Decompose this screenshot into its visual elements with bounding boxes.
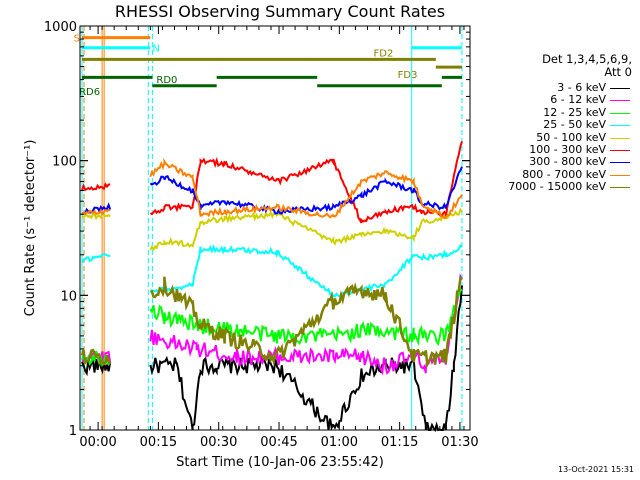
- legend-swatch: [610, 125, 630, 127]
- x-tick-label: 01:30: [441, 435, 478, 450]
- legend-entry-label: 7000 - 15000 keV: [508, 180, 606, 194]
- legend-swatch: [610, 174, 630, 176]
- x-tick-label: 00:45: [260, 435, 297, 450]
- x-tick-label: 01:15: [381, 435, 418, 450]
- legend-attenuator-line: Att 0: [604, 65, 632, 79]
- legend-entry: 6 - 12 keV: [484, 93, 636, 107]
- legend-entry-label: 12 - 25 keV: [543, 105, 606, 119]
- legend-swatch: [610, 88, 630, 89]
- legend-entry: 100 - 300 keV: [484, 143, 636, 156]
- series-line-8: [80, 275, 463, 369]
- state-label-RD0: RD0: [156, 75, 177, 86]
- legend-entry-label: 6 - 12 keV: [550, 93, 606, 107]
- legend-swatch: [610, 100, 630, 102]
- legend-entry: 300 - 800 keV: [484, 155, 636, 169]
- legend-entry: 7000 - 15000 keV: [484, 180, 636, 194]
- legend-swatch: [610, 112, 630, 114]
- legend-entry-label: 800 - 7000 keV: [522, 167, 606, 181]
- x-tick-label: 00:15: [140, 435, 177, 450]
- legend-entry: 50 - 100 keV: [484, 130, 636, 144]
- plot-area: S N FD2 FD3 RD0 RD6: [74, 26, 463, 433]
- legend-entry: 12 - 25 keV: [484, 105, 636, 119]
- series-line-3: [81, 243, 463, 298]
- x-axis-label: Start Time (10-Jan-06 23:55:42): [176, 455, 384, 470]
- legend-entry: 25 - 50 keV: [484, 118, 636, 132]
- legend-entry-label: 100 - 300 keV: [529, 143, 606, 156]
- legend-swatch: [610, 137, 630, 139]
- legend-entry-label: 50 - 100 keV: [536, 130, 606, 144]
- legend-entry-label: 25 - 50 keV: [543, 118, 606, 132]
- state-label-S: S: [74, 34, 80, 45]
- legend-entry-label: 3 - 6 keV: [557, 81, 606, 94]
- state-label-FD3: FD3: [398, 70, 418, 81]
- axes: 1 10 100 1000 00:00 00:15 00:30 00:45 01:00 01:15…: [44, 20, 479, 450]
- x-tick-label: 00:00: [79, 435, 116, 450]
- legend-swatch: [610, 162, 630, 164]
- state-label-FD2: FD2: [374, 48, 394, 59]
- legend-swatch: [610, 150, 630, 151]
- plot-frame: [79, 25, 471, 431]
- x-tick-label: 01:00: [321, 435, 358, 450]
- date-stamp: 13-Oct-2021 15:31: [558, 465, 634, 474]
- legend-entry-label: 300 - 800 keV: [529, 155, 606, 169]
- chart-title: RHESSI Observing Summary Count Rates: [115, 2, 445, 21]
- x-tick-label: 00:30: [200, 435, 237, 450]
- y-tick-label: 10: [60, 289, 77, 304]
- legend-entry: 800 - 7000 keV: [484, 167, 636, 181]
- series-line-4: [81, 207, 463, 252]
- y-tick-label: 100: [52, 155, 77, 170]
- state-label-RD6: RD6: [79, 87, 100, 98]
- legend-swatch: [610, 187, 630, 189]
- state-label-N: N: [152, 44, 159, 55]
- series-line-7: [82, 157, 463, 220]
- legend-detector-line: Det 1,3,4,5,6,9,: [542, 52, 632, 66]
- y-axis-label: Count Rate (s⁻¹ detector⁻¹): [23, 140, 38, 317]
- legend-entry: 3 - 6 keV: [484, 81, 636, 94]
- y-tick-label: 1000: [44, 20, 77, 35]
- y-tick-label: 1: [69, 424, 77, 439]
- series-line-5: [81, 141, 463, 224]
